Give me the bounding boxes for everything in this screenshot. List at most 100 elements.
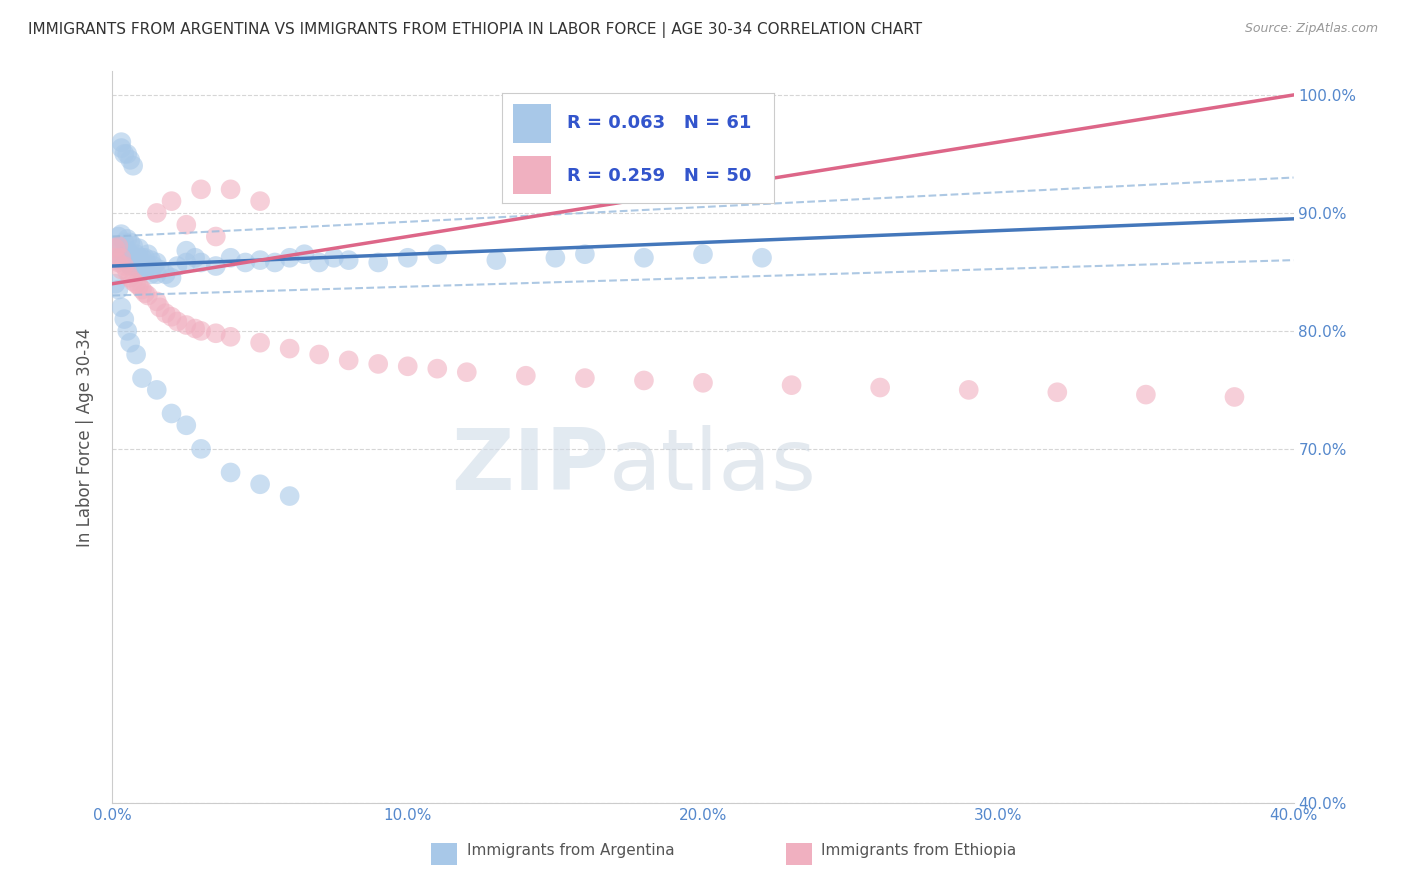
Point xyxy=(160,194,183,208)
Point xyxy=(117,244,138,258)
Point xyxy=(136,247,159,261)
Text: ZIP: ZIP xyxy=(451,425,609,508)
Point xyxy=(160,407,183,421)
Point xyxy=(233,255,256,269)
Point xyxy=(166,259,188,273)
Point xyxy=(957,383,980,397)
Point xyxy=(107,239,129,253)
Point xyxy=(190,442,212,456)
Point xyxy=(278,251,301,265)
Point xyxy=(128,241,150,255)
Point xyxy=(485,253,508,268)
Point xyxy=(456,365,478,379)
Point xyxy=(125,347,148,361)
Point xyxy=(117,255,138,269)
Point xyxy=(107,255,129,269)
Point xyxy=(122,259,145,273)
Point xyxy=(131,371,153,385)
Point xyxy=(110,251,132,265)
Point xyxy=(367,255,389,269)
Point xyxy=(174,218,197,232)
Point xyxy=(117,324,138,338)
Point xyxy=(426,361,449,376)
Point xyxy=(146,383,169,397)
Point xyxy=(131,283,153,297)
Point xyxy=(308,347,330,361)
Point xyxy=(134,286,156,301)
Text: Source: ZipAtlas.com: Source: ZipAtlas.com xyxy=(1244,22,1378,36)
Point xyxy=(426,247,449,261)
Point xyxy=(112,251,135,265)
Point xyxy=(120,247,142,261)
Point xyxy=(633,251,655,265)
Point xyxy=(249,477,271,491)
Text: IMMIGRANTS FROM ARGENTINA VS IMMIGRANTS FROM ETHIOPIA IN LABOR FORCE | AGE 30-34: IMMIGRANTS FROM ARGENTINA VS IMMIGRANTS … xyxy=(28,22,922,38)
Point xyxy=(160,270,183,285)
Point xyxy=(205,229,228,244)
Text: Immigrants from Ethiopia: Immigrants from Ethiopia xyxy=(821,843,1017,858)
Point xyxy=(120,153,142,167)
Point xyxy=(1046,385,1069,400)
Point xyxy=(110,227,132,242)
Point xyxy=(125,259,148,273)
Point xyxy=(692,376,714,390)
Point xyxy=(149,301,172,315)
Point xyxy=(104,241,127,255)
Point xyxy=(122,274,145,288)
Point xyxy=(278,489,301,503)
Point xyxy=(544,251,567,265)
Point xyxy=(122,159,145,173)
Point xyxy=(174,255,197,269)
Point xyxy=(190,182,212,196)
Point xyxy=(515,368,537,383)
Point xyxy=(1135,387,1157,401)
Point xyxy=(692,247,714,261)
Point xyxy=(120,235,142,250)
Text: Immigrants from Argentina: Immigrants from Argentina xyxy=(467,843,675,858)
Point xyxy=(131,251,153,265)
Point xyxy=(219,466,242,480)
Point xyxy=(110,239,132,253)
Point xyxy=(205,326,228,341)
Point xyxy=(142,259,165,273)
Point xyxy=(149,262,172,277)
Point xyxy=(219,251,242,265)
Point xyxy=(367,357,389,371)
Point xyxy=(160,310,183,324)
Point xyxy=(136,288,159,302)
Point xyxy=(190,255,212,269)
Point xyxy=(633,374,655,388)
Point xyxy=(134,251,156,265)
Point xyxy=(136,259,159,273)
Point xyxy=(264,255,287,269)
Point xyxy=(122,251,145,265)
Point xyxy=(337,253,360,268)
Point xyxy=(146,294,169,309)
Point xyxy=(219,182,242,196)
Point xyxy=(107,229,129,244)
Point xyxy=(574,371,596,385)
Point xyxy=(174,318,197,332)
Point xyxy=(323,251,346,265)
Y-axis label: In Labor Force | Age 30-34: In Labor Force | Age 30-34 xyxy=(76,327,94,547)
Point xyxy=(104,251,127,265)
Point xyxy=(205,259,228,273)
Point xyxy=(117,147,138,161)
Point xyxy=(396,251,419,265)
Point xyxy=(120,270,142,285)
Point xyxy=(139,267,162,281)
Point xyxy=(104,253,127,268)
Point xyxy=(110,262,132,277)
Point xyxy=(128,261,150,276)
Point xyxy=(396,359,419,374)
Point xyxy=(174,244,197,258)
Point xyxy=(146,267,169,281)
Point xyxy=(166,314,188,328)
Point xyxy=(107,239,129,253)
Point xyxy=(128,251,150,265)
Point xyxy=(249,194,271,208)
Point xyxy=(184,251,207,265)
Point xyxy=(308,255,330,269)
Point xyxy=(104,277,127,291)
Point xyxy=(139,253,162,268)
